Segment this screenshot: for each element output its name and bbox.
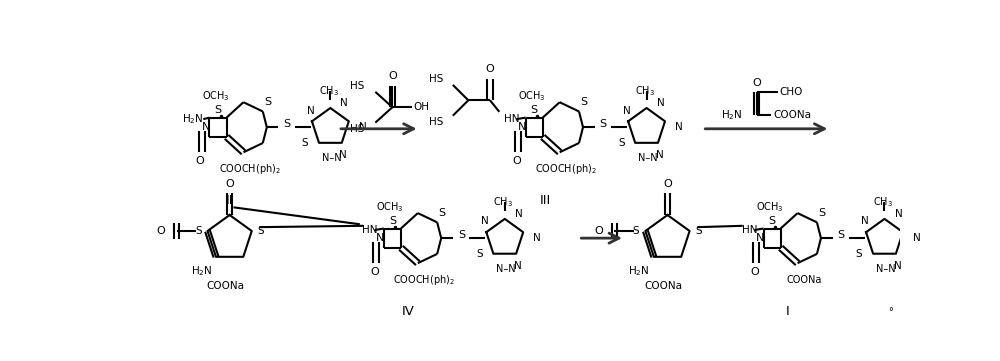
Text: S: S [438,208,445,218]
Text: O: O [752,78,761,88]
Text: HS: HS [429,117,444,127]
Text: N: N [894,261,901,271]
Text: HS: HS [429,74,444,84]
Text: O: O [750,267,759,277]
Text: CH$_3$: CH$_3$ [319,84,339,98]
Text: COOCH(ph)$_2$: COOCH(ph)$_2$ [535,162,597,176]
Text: N: N [514,261,522,271]
Text: CH$_3$: CH$_3$ [493,195,513,209]
Text: N: N [533,233,541,243]
Text: O: O [486,65,494,74]
Text: COOCH(ph)$_2$: COOCH(ph)$_2$ [219,162,281,176]
Text: N: N [861,216,868,226]
Text: N: N [675,122,683,132]
Text: IV: IV [401,305,414,318]
Text: S: S [696,226,702,236]
Text: H$_2$N: H$_2$N [182,112,203,126]
Text: O: O [225,179,234,189]
Text: N–N: N–N [496,264,516,274]
Text: COONa: COONa [645,281,683,291]
Text: OCH$_3$: OCH$_3$ [376,200,404,214]
Text: N: N [657,99,664,108]
Text: HN: HN [362,225,378,235]
Text: HS: HS [350,124,364,134]
Text: N–N: N–N [638,153,658,163]
Text: O: O [370,267,379,277]
Text: HN: HN [742,225,757,235]
Text: CH$_3$: CH$_3$ [635,84,655,98]
Text: S: S [264,97,271,107]
Text: S: S [389,216,396,226]
Text: COONa: COONa [207,281,245,291]
Text: N: N [201,122,210,132]
Text: I: I [786,305,789,318]
Text: S: S [618,138,625,148]
Text: S: S [283,119,291,129]
Text: N: N [895,209,902,219]
Text: S: S [838,230,845,240]
Text: H$_2$N: H$_2$N [628,264,650,278]
Text: S: S [600,119,607,129]
Text: H$_2$N: H$_2$N [191,264,212,278]
Text: S: S [302,138,308,148]
Text: CH$_3$: CH$_3$ [873,195,893,209]
Text: S: S [856,249,862,259]
Text: S: S [458,230,465,240]
Text: CHO: CHO [779,87,802,97]
Text: N: N [518,122,526,132]
Text: HN: HN [504,114,519,124]
Text: N: N [756,233,764,243]
Text: OCH$_3$: OCH$_3$ [518,89,546,103]
Text: N: N [339,150,347,160]
Text: S: S [258,226,264,236]
Text: S: S [580,97,587,107]
Text: O: O [196,156,205,166]
Text: N: N [481,216,489,226]
Text: OCH$_3$: OCH$_3$ [202,89,230,103]
Text: O: O [157,226,165,236]
Text: O: O [595,226,603,236]
Text: N: N [913,233,921,243]
Text: HS: HS [350,81,364,91]
Text: COONa: COONa [774,110,812,120]
Text: N–N: N–N [322,153,342,163]
Text: II: II [226,194,233,207]
Text: S: S [195,226,202,236]
Text: OH: OH [414,102,430,112]
Text: COOCH(ph)$_2$: COOCH(ph)$_2$ [393,273,455,287]
Text: S: S [818,208,825,218]
Text: N: N [340,99,348,108]
Text: N: N [376,233,384,243]
Text: S: S [769,216,776,226]
Text: OCH$_3$: OCH$_3$ [756,200,784,214]
Text: O: O [512,156,521,166]
Text: COONa: COONa [786,275,821,285]
Text: N–N: N–N [876,264,896,274]
Text: O: O [388,71,397,82]
Text: S: S [531,105,538,115]
Text: S: S [476,249,483,259]
Text: N: N [307,105,314,116]
Text: O: O [663,179,672,189]
Text: N: N [623,105,630,116]
Text: III: III [540,194,551,207]
Text: N: N [515,209,523,219]
Text: H$_2$N: H$_2$N [721,108,743,122]
Text: °: ° [888,307,893,317]
Text: S: S [633,226,639,236]
Text: N: N [359,122,367,132]
Text: S: S [214,105,222,115]
Text: N: N [656,150,663,160]
